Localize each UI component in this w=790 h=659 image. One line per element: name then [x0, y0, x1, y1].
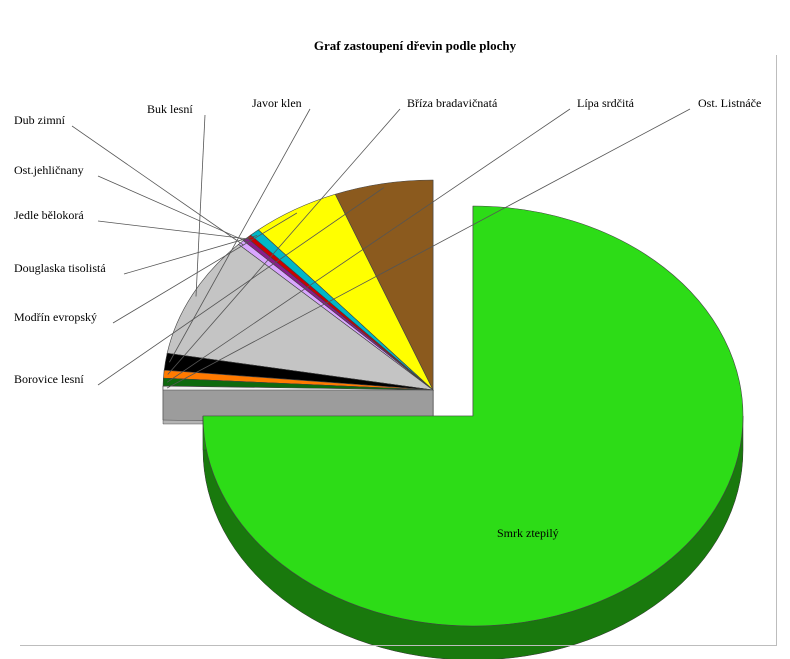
leader-line-b-za-bradavi-nat	[167, 108, 401, 375]
leader-line-dub-zimn	[71, 125, 244, 246]
leader-line-mod-n-evropsk	[112, 212, 298, 324]
leader-line-javor-klen	[169, 108, 311, 363]
frame-bottom-line	[20, 645, 777, 646]
leader-line-ost-listn-e	[166, 108, 691, 389]
slice-label-borovice-lesn: Borovice lesní	[14, 372, 84, 386]
pie-slice-smrk-ztepil	[202, 205, 744, 659]
leader-line-douglaska-tisolist	[123, 235, 258, 275]
slice-label-mod-n-evropsk: Modřín evropský	[14, 310, 97, 324]
slice-label-l-pa-srd-it: Lípa srdčitá	[577, 96, 635, 110]
pie-slice-ost-listn-e	[162, 385, 434, 425]
slice-label-javor-klen: Javor klen	[252, 96, 302, 110]
leader-line-ost-jehli-nany	[97, 175, 249, 243]
slice-label-ost-jehli-nany: Ost.jehličnany	[14, 163, 84, 177]
leader-line-jedle-b-lokor	[97, 220, 252, 240]
slice-label-jedle-b-lokor: Jedle bělokorá	[14, 208, 84, 222]
slice-label-buk-lesn: Buk lesní	[147, 102, 193, 116]
leader-line-buk-lesn	[195, 114, 206, 297]
chart-title: Graf zastoupení dřevin podle plochy	[313, 38, 517, 53]
leader-line-borovice-lesn	[97, 187, 385, 386]
slice-label-douglaska-tisolist: Douglaska tisolistá	[14, 261, 106, 275]
frame-right-line	[776, 55, 777, 645]
leader-line-l-pa-srd-it	[166, 108, 571, 383]
slice-label-smrk-ztepil: Smrk ztepilý	[497, 526, 559, 540]
slice-label-b-za-bradavi-nat: Bříza bradavičnatá	[407, 96, 498, 110]
slice-label-ost-listn-e: Ost. Listnáče	[698, 96, 761, 110]
pie-slice-top	[162, 385, 434, 391]
pie-slice-top	[202, 205, 744, 627]
slice-label-dub-zimn: Dub zimní	[14, 113, 66, 127]
